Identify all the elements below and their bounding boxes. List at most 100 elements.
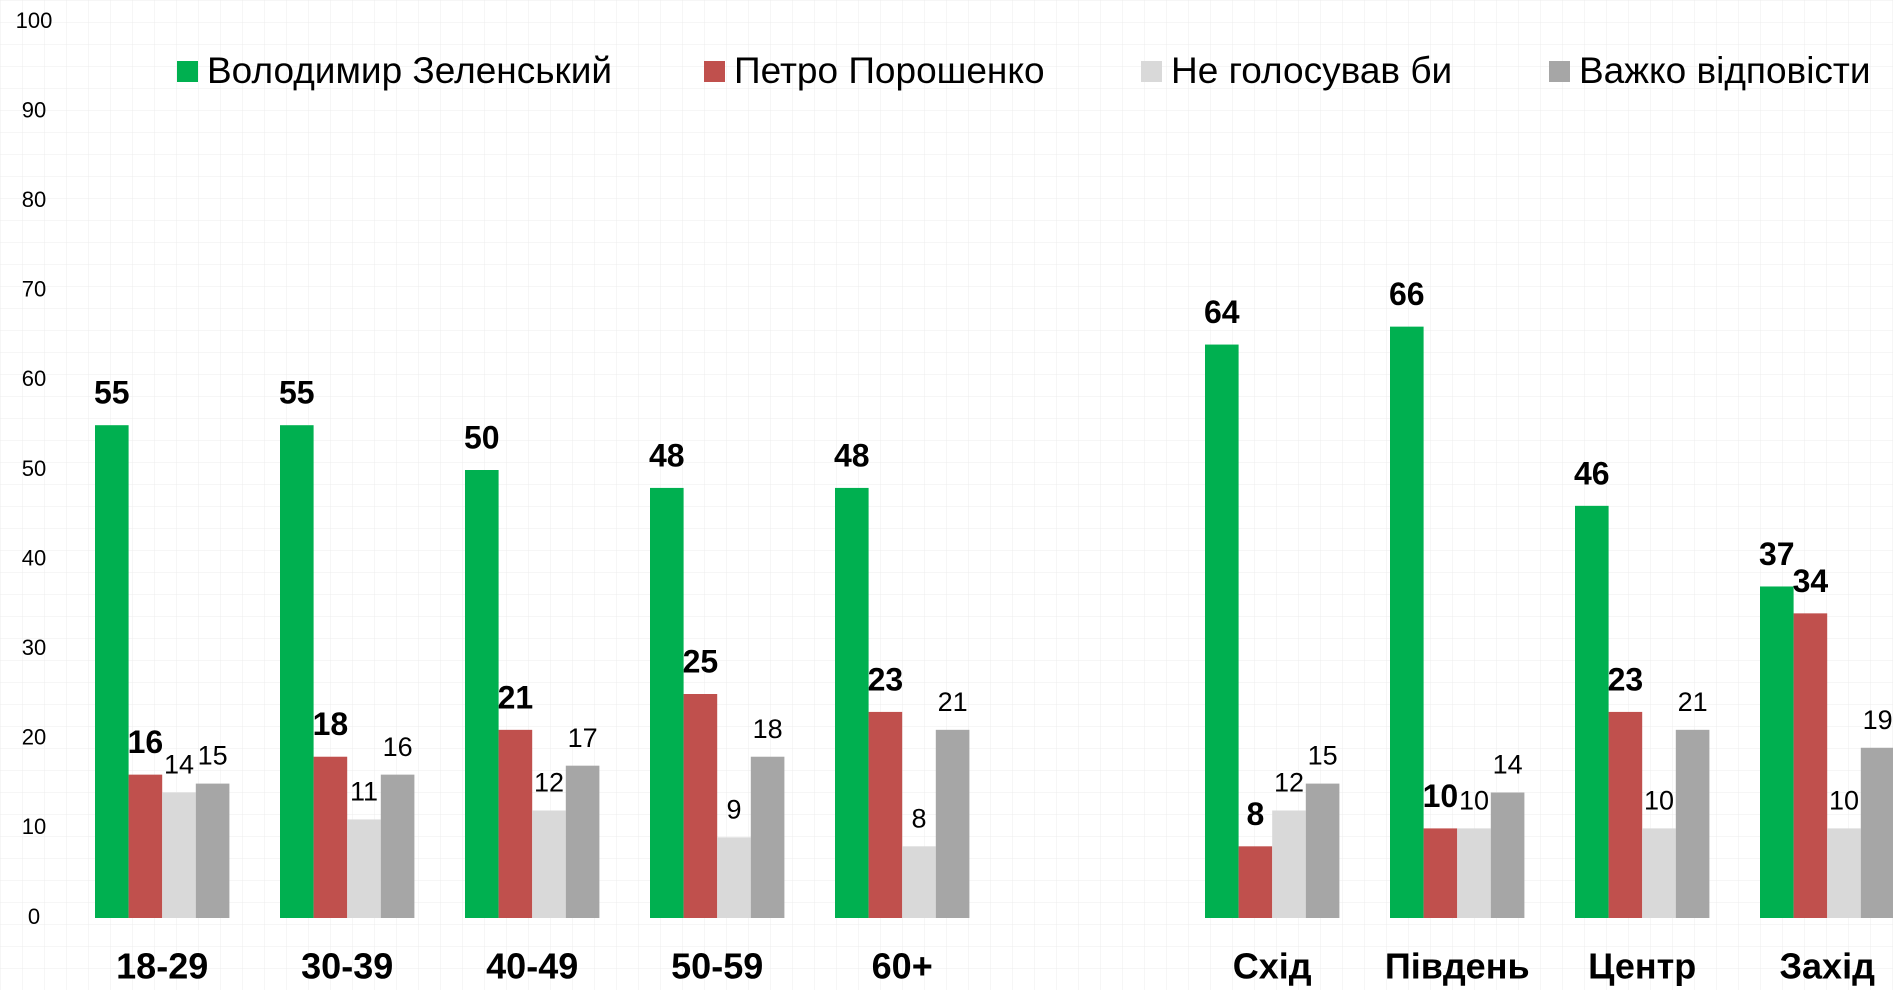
y-tick-label: 20 — [22, 725, 46, 750]
x-tick-label: 60+ — [872, 946, 933, 987]
bar — [717, 837, 751, 918]
value-label: 66 — [1389, 276, 1425, 312]
value-label: 16 — [128, 724, 164, 760]
y-tick-label: 90 — [22, 97, 46, 122]
y-tick-label: 40 — [22, 545, 46, 570]
value-label: 9 — [726, 794, 741, 824]
value-label: 18 — [313, 706, 349, 742]
x-tick-label: Південь — [1385, 946, 1530, 987]
value-label: 21 — [938, 687, 968, 717]
y-tick-label: 70 — [22, 277, 46, 302]
value-label: 16 — [383, 732, 413, 762]
value-label: 50 — [464, 419, 500, 455]
bar — [1860, 747, 1893, 918]
bar — [565, 765, 600, 918]
y-tick-label: 0 — [28, 904, 40, 929]
y-tick-label: 50 — [22, 456, 46, 481]
value-label: 15 — [198, 741, 228, 771]
bar — [1575, 505, 1609, 918]
x-tick-label: 30-39 — [301, 946, 393, 987]
bar — [532, 810, 566, 918]
bar — [465, 470, 499, 918]
value-label: 48 — [649, 437, 685, 473]
value-label: 10 — [1644, 786, 1674, 816]
value-label: 10 — [1459, 786, 1489, 816]
value-label: 14 — [1493, 750, 1523, 780]
value-label: 34 — [1793, 563, 1829, 599]
value-label: 10 — [1829, 786, 1859, 816]
bar — [1423, 828, 1458, 918]
x-tick-label: 18-29 — [116, 946, 208, 987]
legend-swatch — [704, 61, 725, 82]
legend-label: Володимир Зеленський — [207, 50, 612, 91]
bar — [1205, 344, 1239, 918]
bar — [1675, 729, 1710, 918]
x-tick-label: 50-59 — [671, 946, 763, 987]
bar — [380, 774, 415, 918]
value-label: 64 — [1204, 294, 1240, 330]
bar — [1238, 846, 1273, 918]
value-label: 14 — [164, 750, 194, 780]
value-label: 15 — [1308, 741, 1338, 771]
bar — [1490, 792, 1525, 918]
value-label: 8 — [911, 803, 926, 833]
value-label: 25 — [683, 643, 719, 679]
y-tick-label: 100 — [16, 8, 53, 33]
y-tick-label: 60 — [22, 366, 46, 391]
bar — [1827, 828, 1861, 918]
bar — [1272, 810, 1306, 918]
value-label: 55 — [279, 375, 315, 411]
bar — [683, 694, 718, 918]
x-tick-label: Захід — [1779, 946, 1875, 987]
bar — [835, 487, 869, 918]
bar — [95, 425, 129, 918]
x-tick-label: Схід — [1233, 946, 1312, 987]
value-label: 10 — [1423, 778, 1459, 814]
value-label: 8 — [1247, 796, 1265, 832]
legend-label: Важко відповісти — [1579, 50, 1871, 91]
bar — [128, 774, 163, 918]
bar — [1642, 828, 1676, 918]
value-label: 11 — [350, 777, 378, 807]
value-label: 21 — [1678, 687, 1708, 717]
value-label: 18 — [753, 714, 783, 744]
legend-label: Не голосував би — [1171, 50, 1452, 91]
y-tick-label: 30 — [22, 635, 46, 660]
bar — [750, 756, 785, 918]
bar — [650, 487, 684, 918]
bar — [1608, 711, 1643, 918]
legend-label: Петро Порошенко — [734, 50, 1045, 91]
legend-swatch — [177, 61, 198, 82]
bar — [313, 756, 348, 918]
legend-swatch — [1141, 61, 1162, 82]
value-label: 19 — [1863, 705, 1893, 735]
value-label: 23 — [1608, 661, 1644, 697]
bar — [347, 819, 381, 918]
bar — [280, 425, 314, 918]
legend-swatch — [1549, 61, 1570, 82]
value-label: 12 — [534, 768, 564, 798]
bar — [1760, 586, 1794, 918]
bar — [1793, 613, 1828, 918]
bar — [868, 711, 903, 918]
bar — [902, 846, 936, 918]
value-label: 37 — [1759, 536, 1795, 572]
bar — [1390, 326, 1424, 918]
bar — [935, 729, 970, 918]
bar — [195, 783, 230, 918]
bar — [162, 792, 196, 918]
value-label: 55 — [94, 375, 130, 411]
value-label: 46 — [1574, 455, 1610, 491]
value-label: 48 — [834, 437, 870, 473]
value-label: 12 — [1274, 768, 1304, 798]
value-label: 21 — [498, 679, 534, 715]
bar — [1457, 828, 1491, 918]
bar — [498, 729, 533, 918]
value-label: 17 — [568, 723, 598, 753]
y-tick-label: 80 — [22, 187, 46, 212]
value-label: 23 — [868, 661, 904, 697]
x-tick-label: Центр — [1588, 946, 1696, 987]
bar — [1305, 783, 1340, 918]
y-tick-label: 10 — [22, 814, 46, 839]
